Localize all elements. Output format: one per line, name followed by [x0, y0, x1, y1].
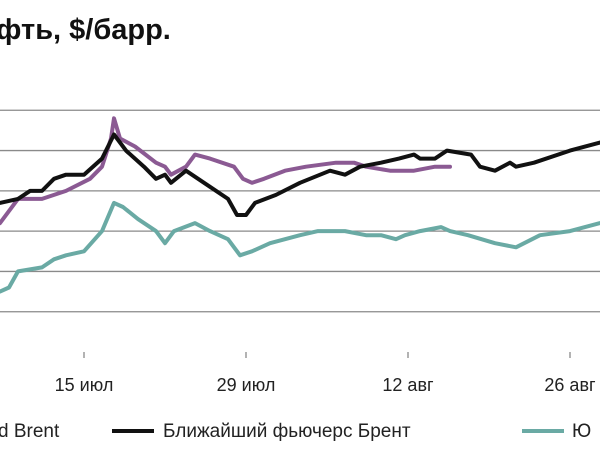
series-line-0: [0, 116, 452, 226]
series-line-2: [0, 200, 600, 294]
legend-label-1: Ближайший фьючерс Брент: [163, 421, 411, 442]
legend-label-0: d Brent: [0, 421, 60, 442]
series-line-1: [0, 132, 600, 217]
x-tick-label-0: 15 июл: [55, 375, 114, 395]
legend-label-2: Ю: [572, 421, 591, 442]
x-tick-label-1: 29 июл: [217, 375, 276, 395]
chart-title: фть, $/барр.: [0, 14, 171, 46]
x-tick-label-3: 26 авг: [544, 375, 596, 395]
x-axis-ticks: 15 июл 29 июл 12 авг 26 авг: [55, 352, 596, 395]
series-lines: [0, 116, 600, 294]
x-tick-label-2: 12 авг: [382, 375, 434, 395]
grid: [0, 109, 600, 313]
legend: d Brent Ближайший фьючерс Брент Ю: [0, 421, 591, 442]
